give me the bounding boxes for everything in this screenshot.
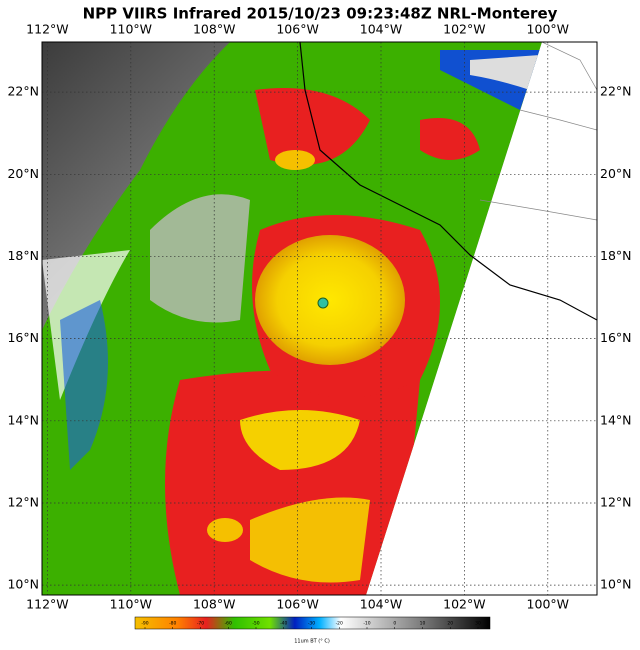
- lat-label: 14°N: [7, 412, 39, 427]
- lon-label: 112°W: [26, 22, 68, 37]
- lon-label: 106°W: [276, 22, 318, 37]
- colorbar-tick-label: -60: [225, 621, 232, 627]
- colorbar-tick-label: -50: [252, 621, 259, 627]
- lon-label: 106°W: [276, 597, 318, 612]
- lon-label: 104°W: [360, 597, 402, 612]
- colorbar: [134, 616, 491, 630]
- lat-label: 10°N: [600, 577, 632, 592]
- lon-label: 108°W: [193, 597, 235, 612]
- lon-label: 110°W: [110, 22, 152, 37]
- colorbar-tick-label: 20: [447, 621, 453, 627]
- lon-label: 100°W: [527, 597, 569, 612]
- lon-label: 100°W: [527, 22, 569, 37]
- colorbar-tick-label: -40: [280, 621, 287, 627]
- lat-label: 14°N: [600, 412, 632, 427]
- lon-label: 110°W: [110, 597, 152, 612]
- imagery: [42, 42, 597, 595]
- colorbar-label: 11um BT (° C): [294, 639, 330, 645]
- lat-label: 12°N: [600, 494, 632, 509]
- lon-label: 102°W: [443, 597, 485, 612]
- lat-label: 12°N: [7, 494, 39, 509]
- lon-label: 102°W: [443, 22, 485, 37]
- lon-label: 104°W: [360, 22, 402, 37]
- colorbar-tick-label: -80: [169, 621, 176, 627]
- lat-label: 16°N: [7, 330, 39, 345]
- lon-label: 108°W: [193, 22, 235, 37]
- lat-label: 16°N: [600, 330, 632, 345]
- map-frame: [41, 41, 598, 596]
- lon-label: 112°W: [26, 597, 68, 612]
- colorbar-tick-label: 30: [475, 621, 481, 627]
- colorbar-tick-label: -30: [308, 621, 315, 627]
- colorbar-tick-label: -20: [336, 621, 343, 627]
- title: NPP VIIRS Infrared 2015/10/23 09:23:48Z …: [83, 5, 558, 23]
- lat-label: 22°N: [7, 84, 39, 99]
- lat-label: 22°N: [600, 84, 632, 99]
- lat-label: 18°N: [600, 248, 632, 263]
- colorbar-tick-label: -70: [197, 621, 204, 627]
- lat-label: 20°N: [7, 166, 39, 181]
- lat-label: 20°N: [600, 166, 632, 181]
- colorbar-tick-label: 0: [393, 621, 396, 627]
- lat-label: 10°N: [7, 577, 39, 592]
- colorbar-tick-label: -10: [363, 621, 370, 627]
- colorbar-tick-label: 10: [420, 621, 426, 627]
- lat-label: 18°N: [7, 248, 39, 263]
- colorbar-tick-label: -90: [141, 621, 148, 627]
